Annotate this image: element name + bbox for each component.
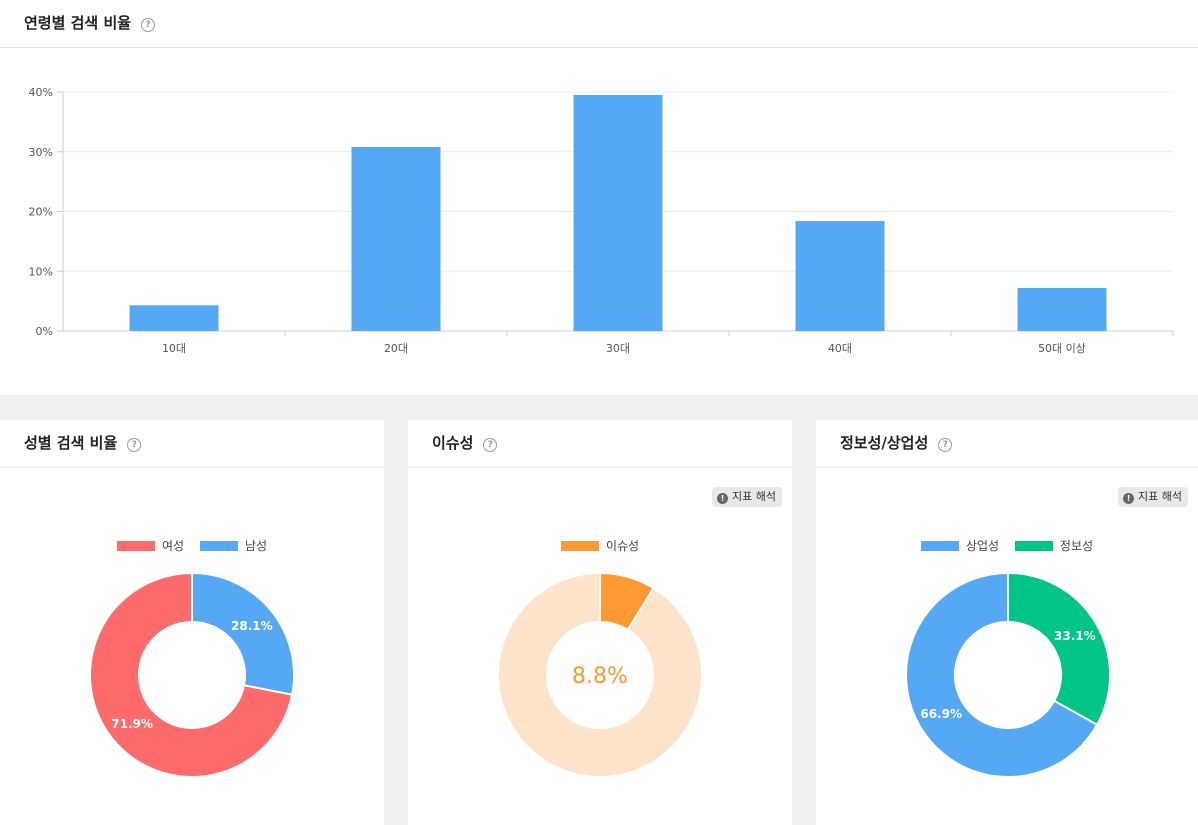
guide-label: 지표 해석 [732,490,776,503]
card-header: 이슈성? [408,420,792,468]
y-tick-label: 40% [29,86,53,99]
slice-label: 66.9% [920,707,962,721]
x-tick-label: 50대 이상 [1038,342,1086,355]
help-icon[interactable]: ? [483,438,498,452]
y-tick-label: 30% [29,146,53,159]
chart-legend: 상업성 정보성 [816,537,1198,554]
info-icon: ! [717,493,729,504]
age-ratio-card: 연령별 검색 비율? 0% 10% 20% 30% 40% 10대 20대 30대 40대 50대… [0,0,1198,395]
card-header: 정보성/상업성? [816,420,1198,468]
legend-item-female[interactable]: 여성 [116,537,185,554]
y-tick-label: 0% [36,325,53,338]
legend-label: 여성 [161,539,185,553]
interpretation-guide-button[interactable]: ! 지표 해석 [1118,487,1188,507]
issue-donut-chart: 8.8% [497,571,703,778]
bar-4 [795,221,885,331]
legend-label: 상업성 [965,539,1000,553]
age-bar-chart: 0% 10% 20% 30% 40% 10대 20대 30대 40대 50대 이상 [29,86,1174,355]
legend-item-informational[interactable]: 정보성 [1014,537,1094,554]
guide-label: 지표 해석 [1138,490,1182,503]
legend-swatch [199,541,238,551]
legend-label: 정보성 [1059,539,1094,553]
donut-slice-2 [497,571,703,778]
chart-legend: 여성 남성 [0,537,384,554]
gender-donut-chart: 28.1% 71.9% [89,571,295,778]
card-header: 성별 검색 비율? [0,420,384,468]
gender-card-title: 성별 검색 비율 [24,434,118,452]
legend-label: 이슈성 [605,539,640,553]
slice-label: 71.9% [111,717,153,731]
donut-slice-2 [905,571,1099,778]
slice-label: 28.1% [231,619,273,633]
issue-card-title: 이슈성 [432,434,474,452]
legend-label: 남성 [244,539,267,553]
bar-5 [1017,287,1107,331]
donut-slice-2 [89,571,294,778]
gender-ratio-card: 성별 검색 비율? 여성 남성 28.1% 71.9% [0,420,384,825]
donut-slice-1 [191,571,295,696]
legend-swatch [920,541,959,551]
card-header: 연령별 검색 비율? [0,0,1198,48]
center-value-label: 8.8% [572,664,628,689]
x-tick-label: 10대 [162,342,186,355]
x-tick-label: 40대 [828,342,852,355]
info-icon: ! [1123,493,1135,504]
interpretation-guide-button[interactable]: ! 지표 해석 [712,487,782,507]
bar-1 [129,305,219,331]
bar-3 [573,94,663,331]
help-icon[interactable]: ? [127,438,142,452]
slice-label: 33.1% [1054,629,1096,643]
y-tick-label: 20% [29,206,53,219]
help-icon[interactable]: ? [938,438,953,452]
info-card-title: 정보성/상업성 [840,434,929,452]
x-tick-label: 30대 [606,342,630,355]
info-commercial-donut-chart: 33.1% 66.9% [905,571,1111,778]
legend-swatch [560,541,599,551]
issue-card: 이슈성? ! 지표 해석 이슈성 8.8% [408,420,792,825]
bar-2 [351,146,441,331]
help-icon[interactable]: ? [141,18,156,32]
chart-legend: 이슈성 [408,537,792,554]
legend-swatch [116,541,155,551]
info-commercial-card: 정보성/상업성? ! 지표 해석 상업성 정보성 33.1% 66.9% [816,420,1198,825]
age-card-title: 연령별 검색 비율 [24,14,132,32]
x-tick-label: 20대 [384,342,408,355]
legend-item-commercial[interactable]: 상업성 [920,537,1000,554]
legend-item-male[interactable]: 남성 [199,537,267,554]
donut-slice-1 [1007,571,1111,727]
y-tick-label: 10% [29,265,53,278]
legend-item-issue[interactable]: 이슈성 [560,537,640,554]
legend-swatch [1014,541,1053,551]
